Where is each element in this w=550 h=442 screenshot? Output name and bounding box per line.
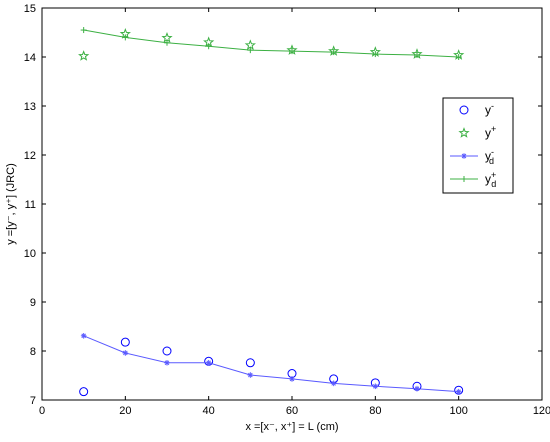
asterisk-stroke: [289, 376, 295, 382]
legend-entry-3: y+ d: [450, 170, 496, 189]
y-axis-ticks: 7 8 9 10 11 12 13 14 15: [24, 3, 542, 407]
data-point: [372, 383, 379, 390]
circle-marker: [162, 346, 172, 356]
y-tick-label: 10: [24, 248, 36, 260]
asterisk-stroke: [331, 381, 336, 386]
data-point: [79, 387, 89, 397]
y-tick-label: 14: [24, 52, 36, 64]
asterisk-stroke: [81, 333, 86, 339]
asterisk-stroke: [461, 153, 467, 159]
x-tick-label: 0: [39, 405, 45, 417]
legend-marker: [459, 105, 469, 115]
series-layer: [78, 27, 465, 397]
data-point: [455, 54, 462, 60]
circle-marker: [245, 358, 255, 368]
data-point: [330, 380, 337, 387]
asterisk-stroke: [456, 389, 461, 394]
legend-label: y+ d: [485, 170, 496, 189]
y-tick-label: 9: [30, 297, 36, 309]
x-tick-label: 40: [203, 405, 215, 417]
circle-marker: [120, 337, 130, 347]
series-line: [83, 335, 459, 393]
data-point: [414, 52, 420, 59]
data-point: [289, 48, 295, 55]
legend-label: y+: [485, 124, 496, 140]
data-point: [78, 50, 90, 61]
star-marker: [458, 127, 470, 138]
x-tick-label: 20: [119, 405, 131, 417]
x-tick-label: 100: [449, 405, 467, 417]
circle-marker: [79, 387, 89, 397]
data-point: [414, 385, 420, 392]
star-marker: [78, 50, 90, 61]
y-tick-label: 11: [25, 199, 36, 211]
data-point: [164, 39, 170, 46]
data-point: [80, 27, 87, 34]
x-axis-title: x =[x⁻, x⁺] = L (cm): [245, 421, 338, 433]
data-point: [330, 49, 337, 56]
data-point: [455, 388, 462, 395]
y-axis-title: y =[y⁻, y⁺] (JRC): [5, 163, 17, 245]
asterisk-stroke: [414, 386, 420, 392]
asterisk-stroke: [248, 372, 253, 378]
asterisk-stroke: [164, 360, 170, 366]
circle-marker: [459, 105, 469, 115]
data-point: [120, 337, 130, 347]
legend-label: y-: [485, 101, 494, 117]
asterisk-stroke: [373, 383, 378, 389]
data-point: [164, 359, 170, 366]
legend-marker: [458, 127, 470, 138]
series-2: [80, 333, 462, 395]
series-3: [80, 27, 462, 60]
legend-marker: [461, 176, 467, 182]
asterisk-stroke: [206, 360, 211, 366]
series-line: [83, 29, 459, 58]
y-tick-label: 12: [24, 150, 36, 162]
data-point: [162, 346, 172, 356]
x-tick-label: 60: [286, 405, 298, 417]
y-tick-label: 13: [24, 101, 36, 113]
data-point: [247, 372, 254, 378]
asterisk-stroke: [123, 350, 128, 356]
y-tick-label: 7: [30, 395, 36, 407]
x-tick-label: 80: [369, 405, 381, 417]
legend-entry-1: y+: [458, 124, 496, 140]
legend-box: [442, 97, 514, 194]
y-tick-label: 8: [30, 346, 36, 358]
x-tick-label: 120: [533, 405, 550, 417]
legend: y-y+ y-d y+ d: [442, 97, 514, 194]
data-point: [245, 358, 255, 368]
data-point: [372, 51, 379, 58]
data-point: [247, 47, 254, 54]
x-axis-ticks: 0 20 40 60 80 100 120: [39, 8, 550, 417]
legend-marker: [461, 153, 467, 159]
data-point: [289, 376, 295, 382]
data-point: [80, 333, 87, 339]
data-point: [205, 359, 212, 366]
data-point: [205, 43, 212, 50]
plot-area: [41, 7, 543, 401]
data-point: [122, 350, 129, 356]
legend-entry-2: y-d: [450, 147, 494, 166]
legend-label: y-d: [485, 147, 494, 166]
legend-entry-0: y-: [459, 101, 494, 117]
data-point: [122, 34, 129, 41]
y-tick-label: 15: [24, 3, 36, 15]
